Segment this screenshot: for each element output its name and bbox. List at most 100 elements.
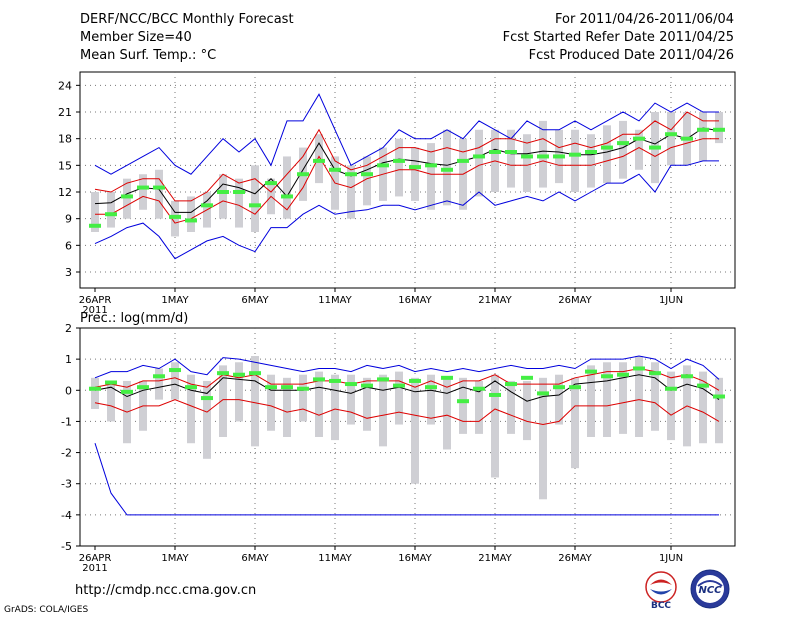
temp-y-tick-label: 24 bbox=[58, 79, 72, 92]
temperature-variable-label: Mean Surf. Temp.: °C bbox=[80, 48, 217, 63]
temp-observed-marker bbox=[297, 172, 309, 177]
prec-ensemble-box bbox=[219, 365, 227, 437]
prec-ensemble-box bbox=[459, 377, 467, 434]
grads-credit: GrADS: COLA/IGES bbox=[4, 605, 89, 615]
temp-observed-marker bbox=[233, 190, 245, 194]
temp-ensemble-box bbox=[123, 178, 131, 219]
prec-y-tick-label: -1 bbox=[61, 415, 72, 428]
prec-y-tick-label: 2 bbox=[65, 322, 72, 335]
temp-observed-marker bbox=[425, 163, 437, 168]
prec-observed-marker bbox=[441, 375, 453, 380]
prec-observed-marker bbox=[377, 377, 389, 382]
temp-min-line bbox=[94, 160, 719, 260]
prec-ensemble-box bbox=[315, 371, 323, 437]
temp-observed-marker bbox=[281, 194, 293, 199]
temp-max-line bbox=[94, 93, 719, 175]
temp-ensemble-box bbox=[443, 129, 451, 206]
prec-observed-marker bbox=[153, 374, 165, 379]
temp-observed-marker bbox=[185, 218, 197, 223]
temp-observed-marker bbox=[505, 150, 517, 154]
prec-observed-marker bbox=[265, 385, 277, 390]
ncc-logo: NCC bbox=[690, 569, 730, 609]
forecast-start-date: Fcst Started Refer Date 2011/04/25 bbox=[502, 30, 734, 45]
temp-ensemble-box bbox=[187, 196, 195, 232]
temp-observed-marker bbox=[489, 150, 501, 154]
temp-ensemble-box bbox=[411, 147, 419, 201]
temp-x-tick-label: 16MAY bbox=[398, 295, 432, 306]
prec-ensemble-box bbox=[587, 365, 595, 437]
temp-x-tick-label: 21MAY bbox=[478, 295, 512, 306]
prec-ensemble-box bbox=[603, 362, 611, 437]
forecast-produced-date: Fcst Produced Date 2011/04/26 bbox=[528, 48, 734, 63]
prec-observed-marker bbox=[473, 386, 485, 391]
prec-x-tick-label: 1MAY bbox=[161, 553, 189, 564]
temp-ensemble-box bbox=[219, 174, 227, 219]
forecast-period: For 2011/04/26-2011/06/04 bbox=[555, 12, 734, 27]
prec-y-tick-label: -3 bbox=[61, 478, 72, 491]
prec-ensemble-box bbox=[555, 374, 563, 425]
temp-observed-marker bbox=[569, 152, 581, 157]
prec-y-tick-label: -5 bbox=[61, 540, 72, 553]
temp-observed-marker bbox=[441, 167, 453, 172]
prec-ensemble-box bbox=[363, 377, 371, 431]
prec-ensemble-box bbox=[491, 374, 499, 478]
prec-ensemble-box bbox=[299, 374, 307, 422]
temp-x-tick-label: 6MAY bbox=[241, 295, 269, 306]
temp-ensemble-box bbox=[363, 156, 371, 206]
temp-ensemble-box bbox=[523, 134, 531, 192]
temp-observed-marker bbox=[617, 141, 629, 146]
prec-observed-marker bbox=[409, 378, 421, 383]
prec-x-tick-label: 16MAY bbox=[398, 553, 432, 564]
temp-ensemble-box bbox=[283, 156, 291, 219]
prec-ensemble-box bbox=[635, 356, 643, 437]
prec-observed-marker bbox=[601, 374, 613, 379]
prec-observed-marker bbox=[281, 385, 293, 390]
temp-observed-marker bbox=[409, 165, 421, 170]
temp-ensemble-box bbox=[427, 143, 435, 210]
temp-observed-marker bbox=[153, 185, 165, 190]
temp-ensemble-box bbox=[635, 129, 643, 170]
prec-observed-marker bbox=[713, 394, 725, 399]
prec-observed-marker bbox=[105, 380, 117, 385]
temp-ensemble-box bbox=[347, 165, 355, 219]
prec-observed-marker bbox=[201, 396, 213, 401]
prec-ensemble-box bbox=[379, 374, 387, 447]
temp-observed-marker bbox=[89, 223, 101, 228]
temp-x-year-label: 2011 bbox=[82, 305, 107, 316]
prec-observed-marker bbox=[489, 392, 501, 397]
prec-max-line bbox=[94, 355, 720, 380]
prec-ensemble-box bbox=[91, 377, 99, 409]
prec-observed-marker bbox=[393, 383, 405, 388]
prec-observed-marker bbox=[569, 385, 581, 390]
prec-y-tick-label: -4 bbox=[61, 509, 72, 522]
temp-ensemble-box bbox=[251, 165, 259, 232]
prec-x-tick-label: 6MAY bbox=[241, 553, 269, 564]
prec-observed-marker bbox=[633, 366, 645, 371]
prec-observed-marker bbox=[137, 385, 149, 390]
prec-plot-frame bbox=[79, 327, 736, 547]
temp-observed-marker bbox=[713, 127, 725, 132]
member-size-label: Member Size=40 bbox=[80, 30, 192, 45]
temp-x-tick-label: 26MAY bbox=[558, 295, 592, 306]
temp-observed-marker bbox=[361, 172, 373, 177]
prec-observed-marker bbox=[169, 368, 181, 373]
precip-variable-label: Prec.: log(mm/d) bbox=[80, 311, 188, 326]
prec-observed-marker bbox=[361, 383, 373, 388]
prec-lower-line bbox=[94, 399, 720, 426]
temp-observed-marker bbox=[697, 127, 709, 132]
temp-observed-marker bbox=[249, 203, 261, 208]
prec-observed-marker bbox=[585, 369, 597, 374]
prec-ensemble-box bbox=[267, 374, 275, 431]
temp-ensemble-box bbox=[699, 112, 707, 161]
temp-x-tick-label: 1JUN bbox=[659, 295, 683, 306]
source-url[interactable]: http://cmdp.ncc.cma.gov.cn bbox=[75, 583, 257, 598]
prec-ensemble-box bbox=[443, 377, 451, 450]
temp-ensemble-box bbox=[107, 192, 115, 228]
temp-observed-marker bbox=[457, 158, 469, 163]
prec-observed-marker bbox=[297, 386, 309, 391]
temp-ensemble-box bbox=[315, 134, 323, 184]
temp-observed-marker bbox=[537, 154, 549, 159]
prec-ensemble-box bbox=[235, 362, 243, 422]
prec-observed-marker bbox=[249, 371, 261, 376]
